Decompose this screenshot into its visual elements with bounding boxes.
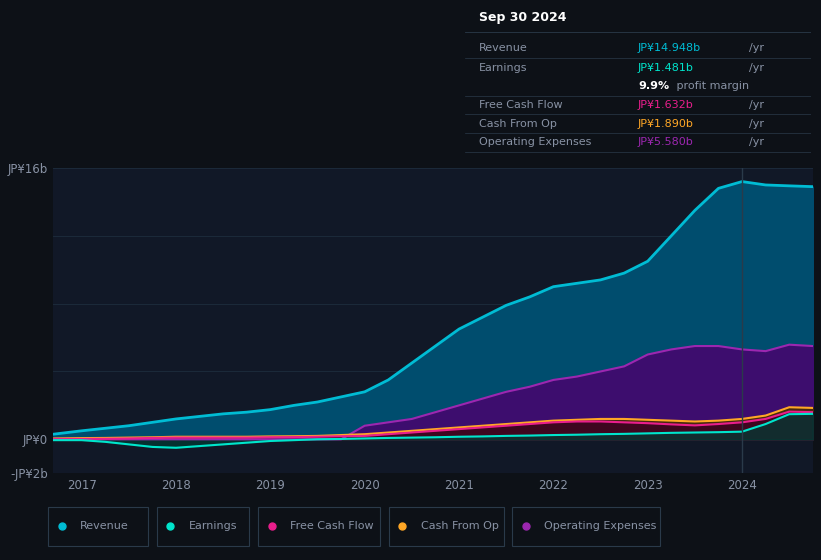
Text: Revenue: Revenue <box>80 521 129 531</box>
Text: /yr: /yr <box>749 119 764 129</box>
Text: /yr: /yr <box>749 100 764 110</box>
Text: Earnings: Earnings <box>189 521 237 531</box>
Text: Free Cash Flow: Free Cash Flow <box>479 100 562 110</box>
Text: /yr: /yr <box>749 63 764 73</box>
Text: Operating Expenses: Operating Expenses <box>544 521 657 531</box>
Text: /yr: /yr <box>749 43 764 53</box>
Text: Sep 30 2024: Sep 30 2024 <box>479 11 566 25</box>
Text: /yr: /yr <box>749 137 764 147</box>
Text: JP¥14.948b: JP¥14.948b <box>638 43 701 53</box>
Text: Operating Expenses: Operating Expenses <box>479 137 591 147</box>
Text: JP¥1.890b: JP¥1.890b <box>638 119 694 129</box>
Text: Cash From Op: Cash From Op <box>421 521 498 531</box>
Text: 9.9%: 9.9% <box>638 81 669 91</box>
Text: JP¥1.481b: JP¥1.481b <box>638 63 694 73</box>
Text: JP¥5.580b: JP¥5.580b <box>638 137 694 147</box>
Text: Cash From Op: Cash From Op <box>479 119 557 129</box>
Text: profit margin: profit margin <box>672 81 749 91</box>
Text: Free Cash Flow: Free Cash Flow <box>290 521 374 531</box>
Text: Revenue: Revenue <box>479 43 527 53</box>
Text: Earnings: Earnings <box>479 63 527 73</box>
Text: JP¥1.632b: JP¥1.632b <box>638 100 694 110</box>
